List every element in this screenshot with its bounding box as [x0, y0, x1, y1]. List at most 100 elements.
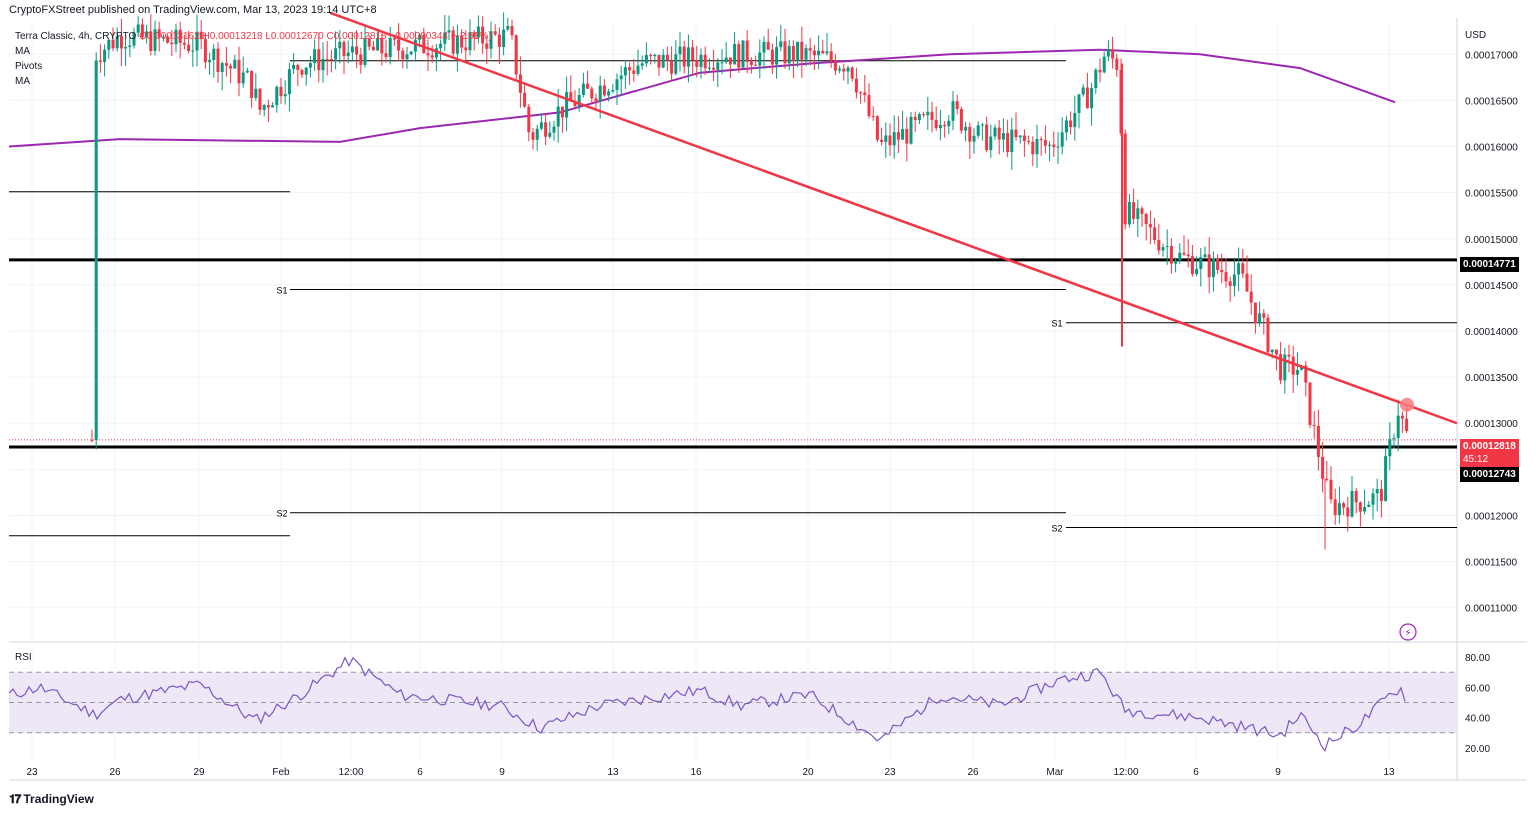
candle-body	[678, 46, 682, 55]
candle-body	[1102, 56, 1106, 73]
candle-body	[1165, 246, 1169, 248]
candle-body	[1220, 269, 1224, 273]
candle-body	[947, 120, 951, 127]
candle-body	[1392, 438, 1396, 440]
candle-body	[1127, 202, 1131, 225]
candle-body	[724, 57, 728, 63]
candle-body	[1014, 129, 1018, 138]
candle-body	[812, 50, 816, 56]
candle-body	[514, 35, 518, 75]
candle-body	[846, 67, 850, 72]
rsi-tick-label: 80.00	[1465, 653, 1490, 664]
candle-body	[1203, 254, 1207, 258]
y-tick-label: 0.00014500	[1465, 281, 1518, 292]
candle-body	[497, 34, 501, 47]
candle-body	[586, 83, 590, 89]
candle-body	[397, 39, 401, 51]
x-tick-label: 12:00	[338, 767, 363, 778]
y-tick-label: 0.00011000	[1465, 604, 1518, 615]
candle-body	[376, 37, 380, 51]
candle-body	[220, 63, 224, 72]
candle-body	[510, 26, 514, 36]
y-tick-label: 0.00015000	[1465, 235, 1518, 246]
candle-body	[682, 46, 686, 67]
candle-body	[1174, 260, 1178, 264]
candle-body	[233, 59, 237, 69]
candle-body	[317, 49, 321, 71]
candle-body	[565, 92, 569, 118]
candle-body	[1123, 133, 1127, 225]
x-tick-label: 20	[802, 767, 814, 778]
candle-body	[1027, 140, 1031, 142]
candle-body	[245, 70, 249, 73]
candle-body	[250, 70, 254, 98]
pivot-label: S2	[1051, 523, 1062, 533]
candle-body	[661, 54, 665, 68]
candle-body	[1325, 478, 1329, 480]
candle-body	[728, 57, 732, 65]
candle-body	[367, 38, 371, 47]
candle-body	[418, 34, 422, 40]
candle-body	[1216, 258, 1220, 270]
candle-body	[195, 31, 199, 51]
candle-body	[817, 50, 821, 56]
candle-body	[1022, 135, 1026, 141]
candle-body	[174, 29, 178, 45]
candle-body	[1081, 87, 1085, 95]
candle-body	[1211, 258, 1215, 278]
candle-body	[1111, 49, 1115, 59]
trendline-touch-marker	[1400, 397, 1414, 412]
candle-body	[1253, 302, 1257, 323]
candle-body	[476, 26, 480, 38]
candle-body	[1031, 141, 1035, 155]
candle-body	[161, 36, 165, 38]
candle-body	[342, 41, 346, 57]
candle-body	[1228, 281, 1232, 286]
candle-body	[334, 48, 338, 60]
candle-body	[560, 106, 564, 118]
y-tick-label: 0.00015500	[1465, 189, 1518, 200]
candle-body	[1035, 139, 1039, 155]
candle-body	[178, 29, 182, 43]
candle-body	[976, 125, 980, 136]
candle-body	[1190, 256, 1194, 275]
candle-body	[1258, 313, 1262, 323]
candle-body	[821, 50, 825, 54]
price-label-support: 0.00012743	[1460, 467, 1519, 482]
candle-body	[628, 67, 632, 71]
candle-body	[392, 37, 396, 40]
candle-body	[770, 49, 774, 65]
candle-body	[208, 60, 212, 63]
candle-body	[350, 46, 354, 53]
candle-body	[787, 46, 791, 64]
candle-body	[258, 88, 262, 110]
indicator-ma-1[interactable]: MA	[15, 46, 30, 57]
rsi-title: RSI	[15, 652, 32, 663]
y-tick-label: 0.00012000	[1465, 511, 1518, 522]
candle-body	[157, 29, 161, 38]
candle-body	[640, 63, 644, 66]
footer-brand[interactable]: 𝟏𝟕 TradingView	[9, 792, 94, 807]
candle-body	[292, 64, 296, 70]
x-tick-label: 6	[417, 767, 423, 778]
x-tick-label: 26	[109, 767, 121, 778]
candle-body	[380, 37, 384, 54]
candle-body	[598, 85, 602, 102]
indicator-ma-2[interactable]: MA	[15, 76, 30, 87]
candle-body	[951, 101, 955, 121]
candle-body	[1039, 139, 1043, 141]
candle-body	[632, 70, 636, 74]
grid	[9, 18, 1527, 781]
levels: S1 S2 S1 S2	[9, 60, 1457, 537]
indicator-pivots[interactable]: Pivots	[15, 61, 43, 72]
candle-body	[804, 48, 808, 60]
candle-body	[434, 48, 438, 58]
candle-body	[1312, 424, 1316, 426]
candle-body	[1010, 129, 1014, 153]
candle-body	[1077, 94, 1081, 114]
candles	[90, 12, 1409, 550]
x-tick-label: 12:00	[1113, 767, 1138, 778]
candle-body	[686, 47, 690, 67]
candle-body	[1295, 369, 1299, 375]
